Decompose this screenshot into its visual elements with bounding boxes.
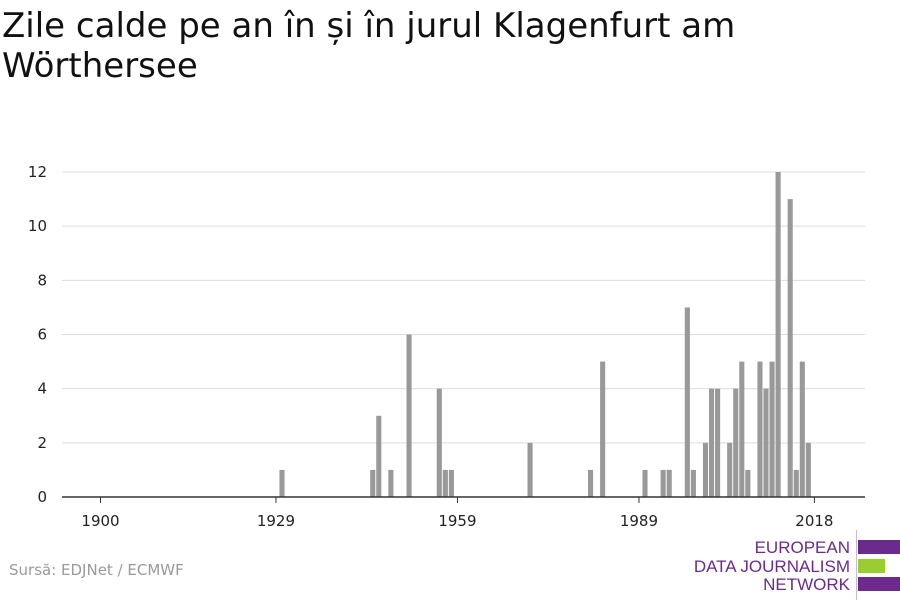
y-tick-label: 2 <box>37 434 47 452</box>
bar <box>666 469 672 497</box>
bar <box>769 361 775 497</box>
logo-divider <box>856 530 857 600</box>
edjnet-logo: EUROPEAN DATA JOURNALISM NETWORK <box>694 530 900 600</box>
logo-bar-green <box>858 559 885 573</box>
bar <box>684 307 690 497</box>
x-tick-label: 1989 <box>620 512 658 530</box>
bar <box>733 388 739 497</box>
logo-line-data-journalism: DATA JOURNALISM <box>693 557 850 576</box>
bar <box>787 199 793 498</box>
bar <box>745 469 751 497</box>
bar <box>406 334 412 497</box>
y-tick-label: 12 <box>28 163 47 181</box>
bar <box>709 388 715 497</box>
bar <box>279 469 285 497</box>
y-tick-label: 8 <box>37 271 47 289</box>
bar <box>715 388 721 497</box>
bar <box>799 361 805 497</box>
bar <box>702 442 709 497</box>
bar <box>600 361 606 497</box>
x-tick-label: 1900 <box>81 512 119 530</box>
x-tick-label: 1929 <box>257 512 295 530</box>
bar <box>588 469 594 497</box>
x-tick-label: 2018 <box>795 512 833 530</box>
gridlines <box>62 171 865 444</box>
bar <box>757 361 763 497</box>
bar <box>690 469 696 497</box>
y-tick-label: 0 <box>37 488 47 506</box>
source-note: Sursă: EDJNet / ECMWF <box>9 561 184 579</box>
bar <box>775 172 781 497</box>
logo-bar-purple-bottom <box>858 577 900 591</box>
bar <box>793 469 799 497</box>
y-tick-label: 6 <box>37 326 47 344</box>
y-tick-label: 10 <box>28 217 47 235</box>
bar <box>442 469 448 497</box>
bar <box>805 442 811 497</box>
axes: 0 2 4 6 8 10 12 1900 1929 1959 1989 2018 <box>28 163 865 530</box>
chart-title: Zile calde pe an în și în jurul Klagenfu… <box>2 6 736 86</box>
bars <box>279 172 811 498</box>
bar <box>388 469 394 497</box>
logo-line-network: NETWORK <box>763 575 850 594</box>
logo-bar-purple-top <box>858 540 900 554</box>
x-tick-label: 1959 <box>438 512 476 530</box>
bar <box>527 442 533 497</box>
bar <box>436 388 442 497</box>
bar <box>448 469 454 497</box>
y-tick-label: 4 <box>37 380 47 398</box>
bar <box>660 469 666 497</box>
bar <box>727 442 733 497</box>
bar <box>642 469 648 497</box>
logo-line-european: EUROPEAN <box>754 538 850 557</box>
bar <box>763 388 769 497</box>
bar <box>739 361 745 497</box>
bar <box>370 469 376 497</box>
bar <box>376 415 382 497</box>
